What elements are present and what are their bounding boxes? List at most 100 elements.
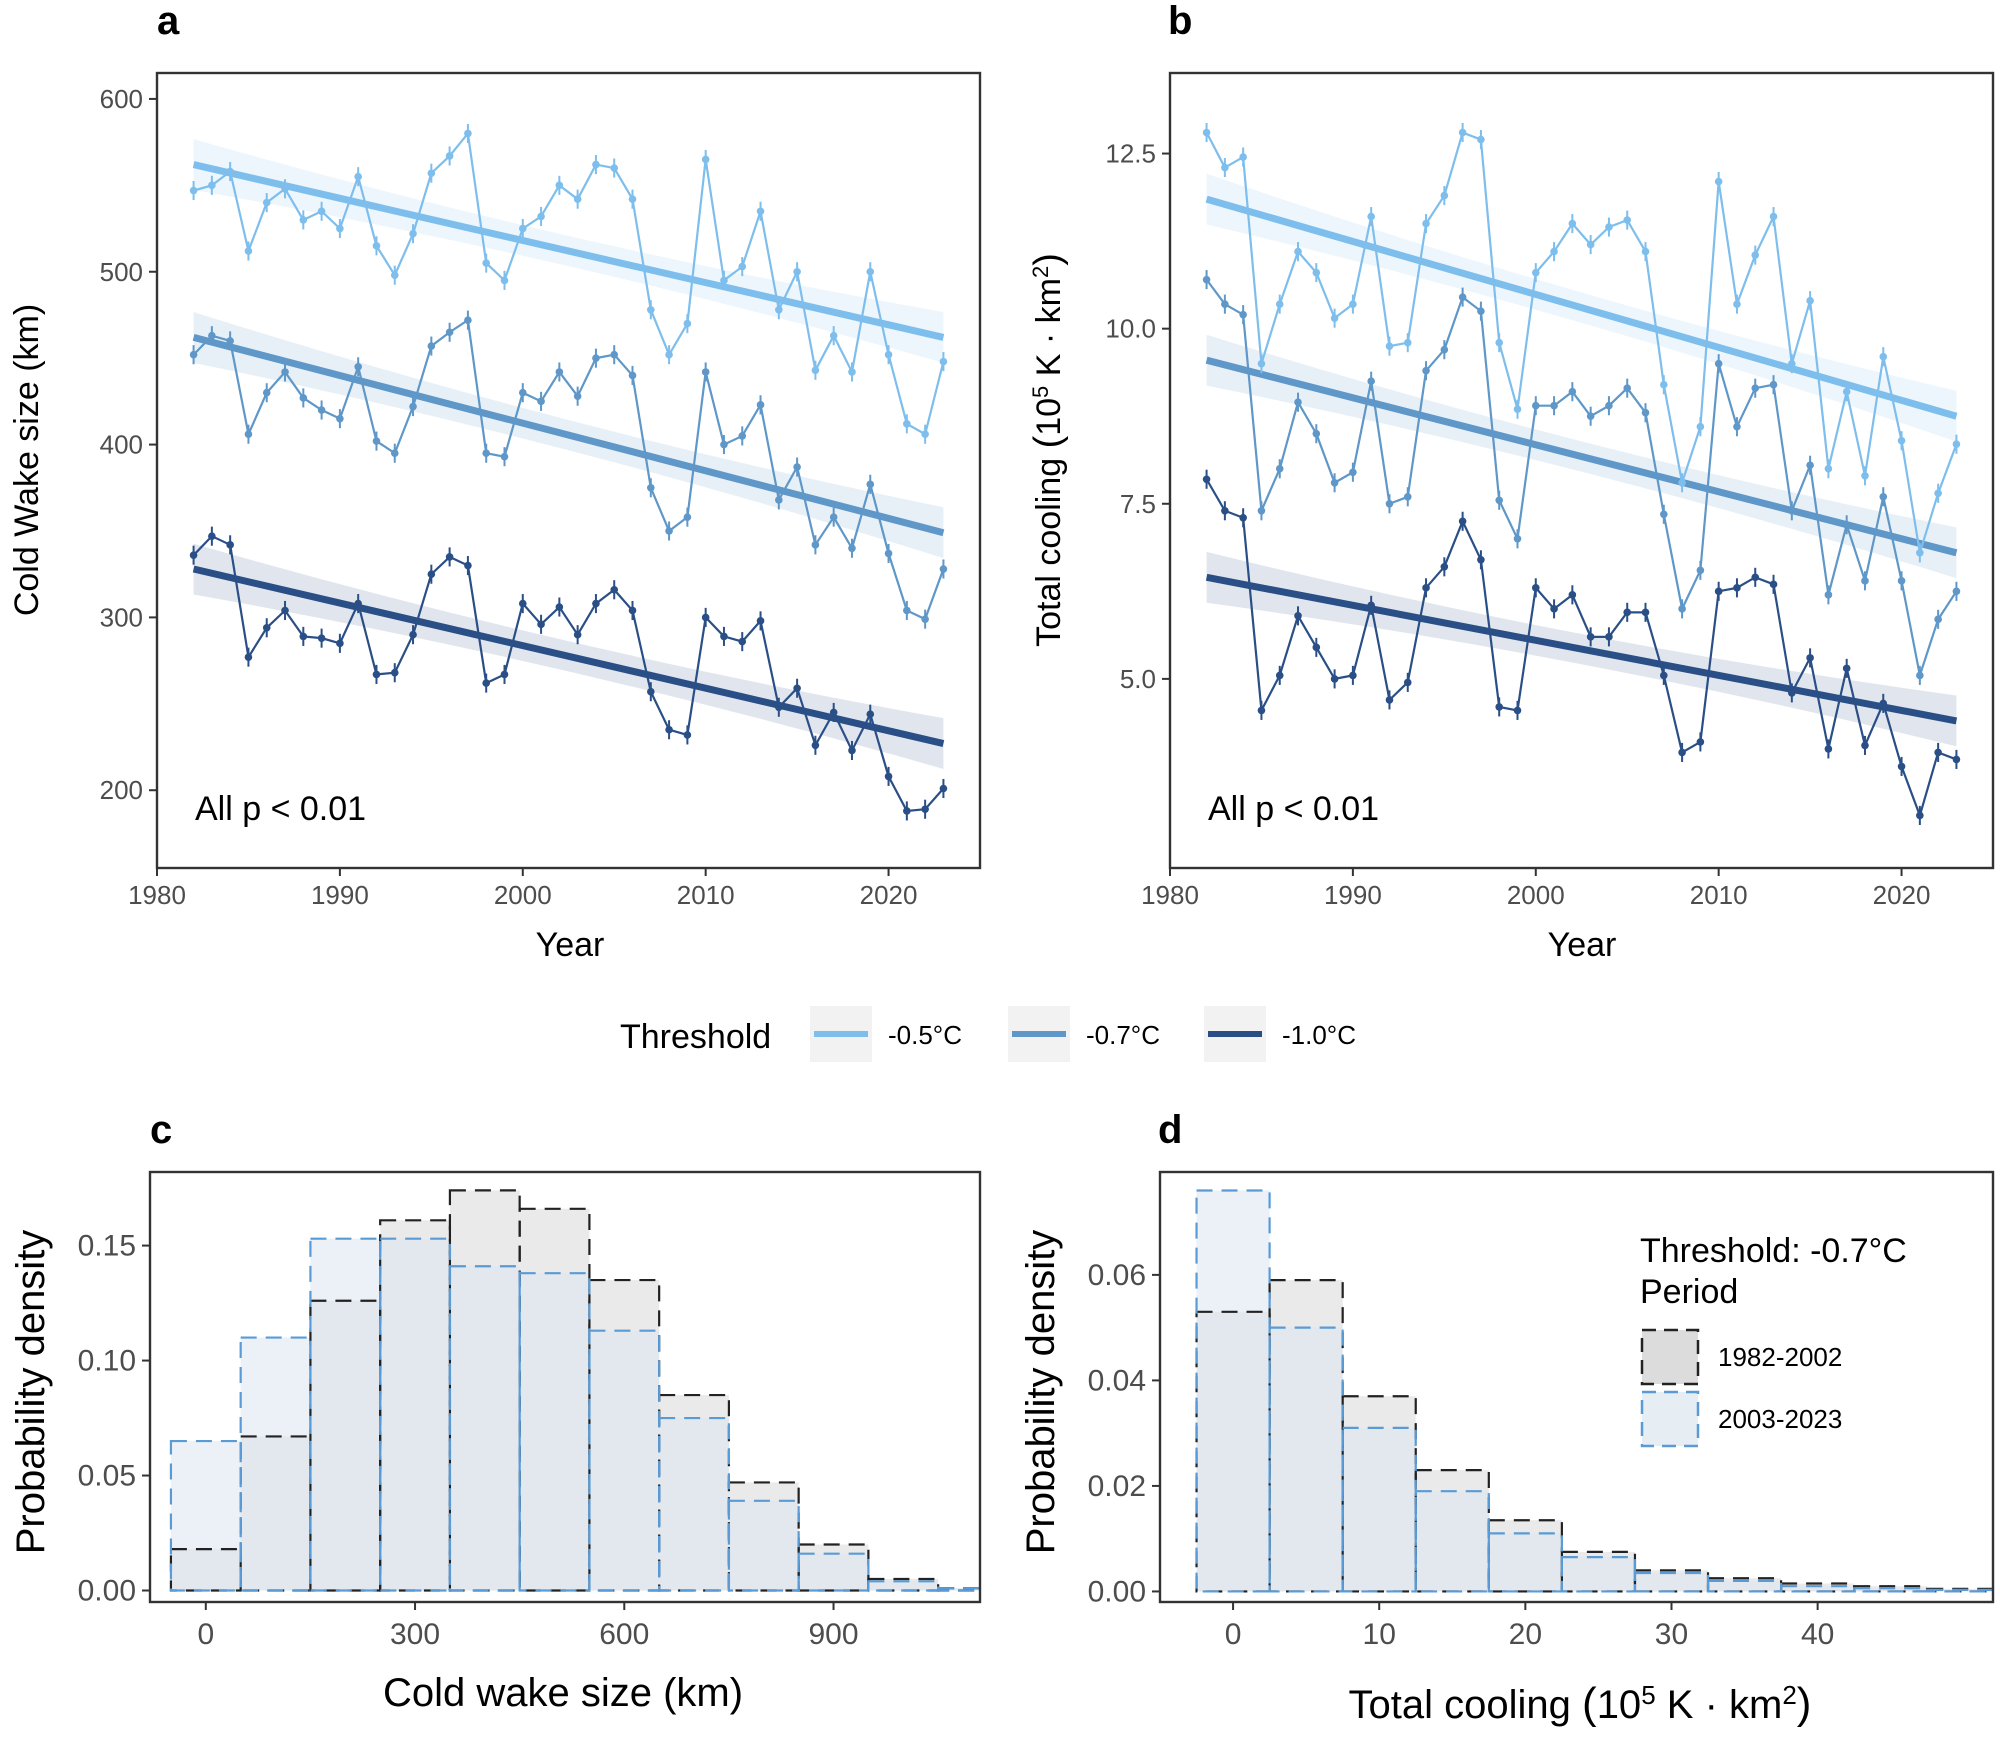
panel-a-data-point [610, 585, 619, 594]
panel-c-frame [148, 1170, 982, 1604]
panel-d-bar-fill-p2 [1488, 1533, 1562, 1592]
panel-b-data-point [1367, 601, 1375, 610]
panel-b-data-point [1824, 464, 1833, 473]
panel-a-data-point [445, 553, 454, 561]
panel-a-data-point [464, 316, 472, 324]
panel-a-data-point [336, 224, 344, 233]
panel-b-data-point [1495, 338, 1503, 347]
panel-d-bar-fill-p2 [1634, 1572, 1709, 1592]
panel-a-x-tick-label: 2020 [860, 880, 918, 910]
panel-b-data-point [1458, 293, 1467, 301]
panel-b-data-point [1275, 464, 1284, 473]
panel-a-data-point [775, 305, 783, 314]
panel-b-x-tick-label: 1980 [1141, 880, 1199, 910]
panel-a-data-point [848, 746, 856, 755]
panel-a-data-point [281, 184, 289, 193]
panel-b-data-point [1330, 675, 1339, 683]
panel-b-data-point [1403, 678, 1412, 687]
panel-b-trend-line-0 [1205, 195, 1958, 420]
panel-a-data-point [409, 630, 417, 639]
panel-b-data-point [1623, 216, 1632, 224]
panel-b-trend-line-1 [1205, 356, 1958, 557]
panel-b-data-point [1660, 671, 1668, 680]
panel-b-data-point [1586, 240, 1595, 249]
legend-label: -0.5°C [888, 1020, 962, 1050]
panel-c-bar-2003-2023 [937, 1587, 982, 1592]
panel-b-data-point [1897, 577, 1906, 585]
panel-a-y-tick-label: 200 [100, 775, 143, 805]
panel-b-data-point [1879, 699, 1888, 708]
panel-a-annotation: All p < 0.01 [195, 790, 366, 828]
panel-a-data-point [811, 741, 820, 750]
panel-c-bar-fill-p2 [519, 1273, 590, 1591]
panel-a-data-point [829, 513, 838, 521]
panel-a-data-point [555, 181, 564, 190]
panel-b-data-point [1239, 310, 1247, 319]
panel-a-data-point [537, 397, 545, 406]
panel-a-data-point [390, 668, 399, 677]
panel-a-data-point [903, 420, 911, 428]
legend-label: -0.7°C [1086, 1020, 1160, 1050]
panel-a-data-point [208, 331, 216, 340]
panel-b-data-point [1239, 513, 1247, 522]
panel-b-data-point [1934, 489, 1942, 498]
panel-b-data-point [1367, 212, 1375, 221]
panel-a-line-chart: 1980 1990 2000 2010 2020 200 300 400 500 600 All p… [100, 71, 982, 910]
panel-b-data-point [1879, 492, 1888, 501]
panel-b-data-point [1934, 748, 1942, 757]
panel-a-data-point [775, 496, 783, 504]
panel-d-x-tick-label: 0 [1225, 1618, 1242, 1651]
panel-a-data-point [884, 772, 893, 781]
panel-b-data-point [1751, 251, 1760, 259]
panel-a-data-point [848, 368, 856, 376]
panel-a-data-point [829, 708, 838, 717]
panel-b-data-point [1422, 584, 1430, 592]
panel-b-data-point [1714, 359, 1723, 368]
panel-a-data-point [317, 634, 326, 642]
panel-c-bar-fill-p2 [240, 1337, 311, 1591]
panel-b-x-tick-label: 2000 [1507, 880, 1565, 910]
panel-b-data-point [1879, 352, 1888, 361]
panel-b-data-point [1842, 664, 1851, 673]
panel-a-data-point [592, 160, 600, 169]
panel-c-histogram: 0 300 600 900 0.00 0.05 0.10 0.15 [78, 1170, 982, 1651]
panel-b-data-point [1660, 510, 1668, 519]
panel-b-data-point [1513, 706, 1522, 715]
panel-a-data-point [189, 186, 198, 195]
panel-a-data-point [244, 653, 253, 661]
panel-a-data-point [482, 259, 491, 267]
panel-b-data-point [1568, 219, 1577, 228]
panel-a-data-point [793, 463, 801, 471]
panel-b-data-point [1221, 163, 1229, 172]
panel-b-data-point [1202, 275, 1211, 284]
legend-label-2003-2023: 2003-2023 [1718, 1404, 1842, 1434]
panel-b-data-point [1294, 612, 1302, 620]
panel-c-bar-fill-p2 [798, 1553, 869, 1591]
panel-a-data-point [244, 247, 253, 255]
panel-a-data-point [189, 551, 198, 559]
panel-a-data-point [884, 549, 893, 558]
panel-d-frame [1158, 1170, 1995, 1604]
panel-b-data-point [1678, 605, 1686, 613]
panel-a-data-point [866, 480, 875, 489]
panel-b-data-point [1696, 566, 1705, 575]
panel-b-data-point [1403, 338, 1412, 347]
panel-d-ylabel: Probability density [1019, 1230, 1063, 1555]
panel-b-data-point [1751, 384, 1760, 392]
legend-key-2003-2023 [1640, 1390, 1700, 1448]
legend-d-title: Threshold: -0.7°C [1640, 1232, 1907, 1270]
panel-a-data-point [336, 414, 344, 423]
panel-b-data-point [1769, 580, 1778, 589]
panel-b-data-point [1440, 191, 1449, 200]
panel-b-data-point [1641, 408, 1650, 417]
panel-b-data-point [1257, 706, 1266, 715]
panel-a-data-point [372, 670, 381, 679]
panel-a-data-point [226, 167, 234, 176]
panel-b-line-chart: 1980 1990 2000 2010 2020 5.0 7.5 10.0 12.5 All p … [1105, 71, 1995, 910]
panel-d-bar-fill-p2 [1196, 1190, 1270, 1592]
panel-c-y-tick-label: 0.05 [78, 1460, 136, 1493]
panel-d-bar-fill-p2 [1854, 1588, 1928, 1592]
panel-a-data-point [665, 350, 673, 359]
panel-b-data-point [1275, 300, 1284, 308]
panel-a-data-point [518, 224, 527, 233]
